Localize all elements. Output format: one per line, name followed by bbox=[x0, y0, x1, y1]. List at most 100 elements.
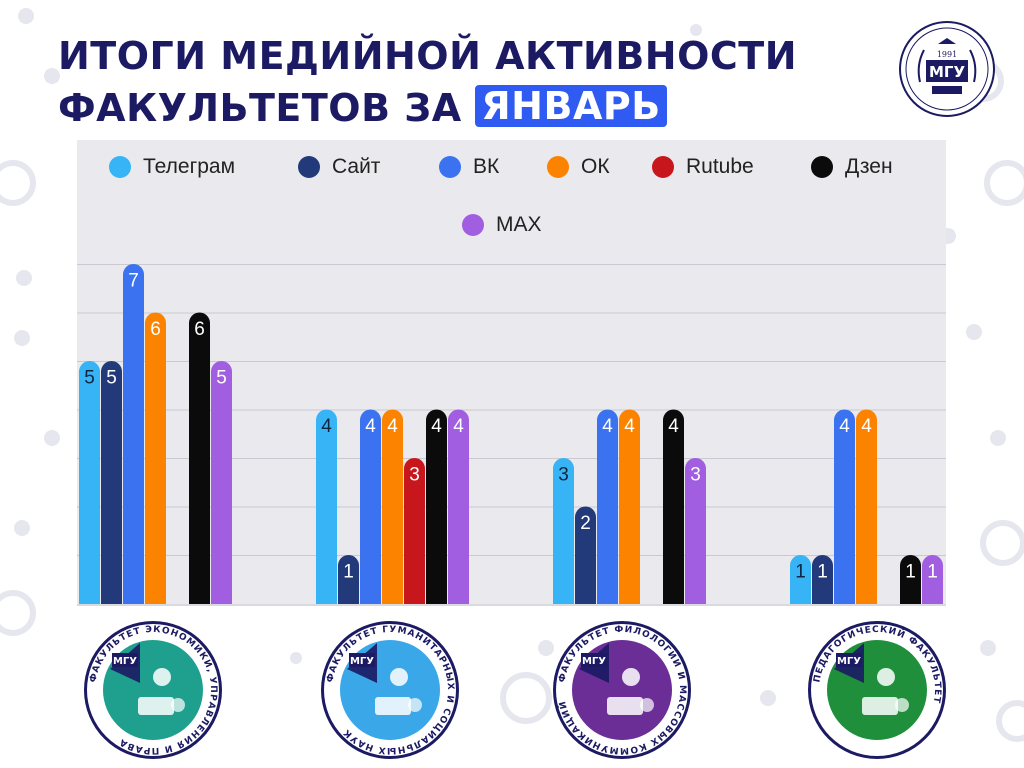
background-dot bbox=[690, 24, 702, 36]
faculty-economics-logo: ФАКУЛЬТЕТ ЭКОНОМИКИ, УПРАВЛЕНИЯ И ПРАВА … bbox=[82, 619, 224, 761]
bar bbox=[663, 409, 684, 604]
bar bbox=[900, 555, 921, 604]
background-dot bbox=[44, 68, 60, 84]
bar bbox=[316, 409, 337, 604]
data-label: 1 bbox=[795, 562, 806, 583]
bar bbox=[856, 409, 877, 604]
background-ring bbox=[0, 160, 36, 206]
data-label: 1 bbox=[927, 562, 938, 583]
data-label: 4 bbox=[431, 416, 442, 437]
svg-text:МГУ: МГУ bbox=[837, 656, 861, 667]
bar bbox=[189, 312, 210, 604]
background-dot bbox=[980, 640, 996, 656]
bar bbox=[382, 409, 403, 604]
faculty-pedagogy-logo: ПЕДАГОГИЧЕСКИЙ ФАКУЛЬТЕТ МГУ bbox=[806, 619, 948, 761]
data-label: 4 bbox=[453, 416, 464, 437]
data-label: 3 bbox=[558, 465, 569, 486]
bar bbox=[145, 312, 166, 604]
background-dot bbox=[18, 8, 34, 24]
faculty-humanities-logo: ФАКУЛЬТЕТ ГУМАНИТАРНЫХ И СОЦИАЛЬНЫХ НАУК… bbox=[319, 619, 461, 761]
bar bbox=[338, 555, 359, 604]
data-label: 6 bbox=[194, 319, 205, 340]
bar bbox=[123, 264, 144, 604]
svg-text:МГУ: МГУ bbox=[582, 656, 606, 667]
university-logo: 1991 МГУ bbox=[898, 20, 996, 118]
legend-item: MAX bbox=[462, 213, 542, 237]
faculty-philology-logo: ФАКУЛЬТЕТ ФИЛОЛОГИИ И МАССОВЫХ КОММУНИКА… bbox=[551, 619, 693, 761]
data-label: 4 bbox=[839, 416, 850, 437]
page-title: ИТОГИ МЕДИЙНОЙ АКТИВНОСТИ ФАКУЛЬТЕТОВ ЗА… bbox=[58, 30, 797, 134]
legend-swatch bbox=[109, 156, 131, 178]
title-line-2-prefix: ФАКУЛЬТЕТОВ ЗА bbox=[58, 86, 462, 130]
svg-text:МГУ: МГУ bbox=[113, 656, 137, 667]
background-ring bbox=[984, 160, 1024, 206]
legend-label: Rutube bbox=[686, 155, 754, 178]
background-ring bbox=[980, 520, 1024, 566]
background-dot bbox=[290, 652, 302, 664]
bar bbox=[575, 506, 596, 604]
legend-swatch bbox=[462, 214, 484, 236]
legend-swatch bbox=[439, 156, 461, 178]
background-ring bbox=[996, 700, 1024, 742]
background-dot bbox=[760, 690, 776, 706]
svg-text:МГУ: МГУ bbox=[350, 656, 374, 667]
legend-item: ОК bbox=[547, 155, 610, 179]
bar bbox=[101, 361, 122, 604]
chart-legend: Телеграм Сайт ВК ОК Rutube Дзен MAX bbox=[77, 140, 946, 256]
bar bbox=[79, 361, 100, 604]
legend-swatch bbox=[298, 156, 320, 178]
bar bbox=[211, 361, 232, 604]
legend-label: Дзен bbox=[845, 155, 893, 178]
title-month-highlight: ЯНВАРЬ bbox=[475, 85, 667, 127]
bar bbox=[790, 555, 811, 604]
bar bbox=[360, 409, 381, 604]
background-ring bbox=[500, 672, 552, 724]
legend-item: Дзен bbox=[811, 155, 893, 179]
legend-item: Сайт bbox=[298, 155, 380, 179]
background-dot bbox=[538, 640, 554, 656]
bar bbox=[619, 409, 640, 604]
legend-label: Телеграм bbox=[143, 155, 236, 178]
bar bbox=[597, 409, 618, 604]
title-line-2: ФАКУЛЬТЕТОВ ЗА ЯНВАРЬ bbox=[58, 82, 797, 134]
data-label: 4 bbox=[365, 416, 376, 437]
data-label: 1 bbox=[817, 562, 828, 583]
bar bbox=[812, 555, 833, 604]
background-dot bbox=[990, 430, 1006, 446]
bar bbox=[553, 458, 574, 604]
bar bbox=[448, 409, 469, 604]
faculty-logos-row: ФАКУЛЬТЕТ ЭКОНОМИКИ, УПРАВЛЕНИЯ И ПРАВА … bbox=[0, 615, 1024, 765]
legend-item: Rutube bbox=[652, 155, 754, 179]
data-label: 1 bbox=[905, 562, 916, 583]
data-label: 4 bbox=[387, 416, 398, 437]
data-label: 4 bbox=[602, 416, 613, 437]
data-label: 1 bbox=[343, 562, 354, 583]
bar bbox=[685, 458, 706, 604]
background-dot bbox=[44, 430, 60, 446]
background-dot bbox=[966, 324, 982, 340]
legend-item: Телеграм bbox=[109, 155, 235, 179]
legend-label: ВК bbox=[473, 155, 500, 178]
legend-swatch bbox=[547, 156, 569, 178]
bar bbox=[426, 409, 447, 604]
chart-panel: Телеграм Сайт ВК ОК Rutube Дзен MAX 5 4 3 1 5 1 2 1 7 4… bbox=[77, 140, 946, 606]
data-label: 5 bbox=[216, 368, 227, 389]
data-label: 3 bbox=[409, 465, 420, 486]
bar bbox=[834, 409, 855, 604]
background-dot bbox=[14, 520, 30, 536]
data-label: 5 bbox=[106, 368, 117, 389]
background-dot bbox=[14, 330, 30, 346]
data-label: 2 bbox=[580, 513, 591, 534]
bar bbox=[922, 555, 943, 604]
legend-label: Сайт bbox=[332, 155, 381, 178]
background-dot bbox=[16, 270, 32, 286]
bar bbox=[404, 458, 425, 604]
legend-label: ОК bbox=[581, 155, 610, 178]
data-label: 4 bbox=[624, 416, 635, 437]
background-ring bbox=[0, 590, 36, 636]
data-label: 4 bbox=[668, 416, 679, 437]
legend-label: MAX bbox=[496, 213, 542, 236]
data-label: 7 bbox=[128, 271, 139, 292]
logo-year: 1991 bbox=[937, 50, 957, 59]
legend-swatch bbox=[652, 156, 674, 178]
